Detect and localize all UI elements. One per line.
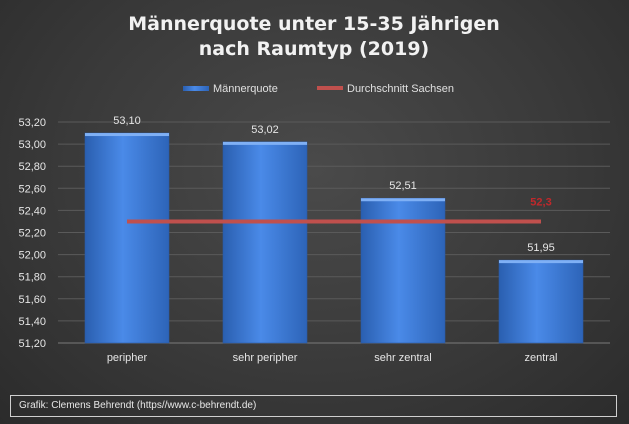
bar-highlight [223, 141, 307, 145]
y-tick-label: 52,20 [18, 228, 46, 240]
bars: 53,10 53,02 52,51 51,95 [84, 115, 584, 344]
legend: Männerquote Durchschnitt Sachsen [183, 83, 454, 95]
chart-title-line1: Männerquote unter 15-35 Jährigen [128, 13, 500, 35]
bar [222, 141, 308, 344]
category-label: sehr peripher [233, 352, 298, 364]
data-label: 53,02 [251, 124, 279, 136]
bar [498, 259, 584, 344]
legend-label-average: Durchschnitt Sachsen [347, 83, 454, 95]
legend-label-bar: Männerquote [213, 83, 278, 95]
y-tick-label: 52,60 [18, 183, 46, 195]
category-label: peripher [107, 352, 148, 364]
y-tick-label: 51,80 [18, 272, 46, 284]
bar-highlight [361, 198, 445, 202]
bar-highlight [499, 260, 583, 264]
y-tick-label: 52,00 [18, 250, 46, 262]
category-label: zentral [524, 352, 557, 364]
average-label: 52,3 [530, 196, 551, 208]
data-label: 53,10 [113, 115, 141, 127]
data-label: 51,95 [527, 242, 555, 254]
average-line-group: 52,3 [127, 196, 552, 224]
x-axis-categories: peripher sehr peripher sehr zentral zentral [107, 352, 558, 364]
legend-swatch-average [317, 86, 343, 90]
y-axis-ticks: 51,20 51,40 51,60 51,80 52,00 52,20 52,40 52,60… [18, 117, 46, 350]
y-tick-label: 51,40 [18, 316, 46, 328]
chart-title-line2: nach Raumtyp (2019) [199, 38, 429, 60]
y-tick-label: 52,40 [18, 205, 46, 217]
legend-swatch-bar [183, 86, 209, 91]
category-label: sehr zentral [374, 352, 431, 364]
bar-highlight [85, 133, 169, 137]
y-tick-label: 51,20 [18, 338, 46, 350]
y-tick-label: 53,00 [18, 139, 46, 151]
y-tick-label: 53,20 [18, 117, 46, 129]
footer-credit: Grafik: Clemens Behrendt (https//www.c-b… [10, 395, 617, 417]
bar [84, 132, 170, 344]
y-tick-label: 51,60 [18, 294, 46, 306]
data-label: 52,51 [389, 180, 417, 192]
y-tick-label: 52,80 [18, 161, 46, 173]
